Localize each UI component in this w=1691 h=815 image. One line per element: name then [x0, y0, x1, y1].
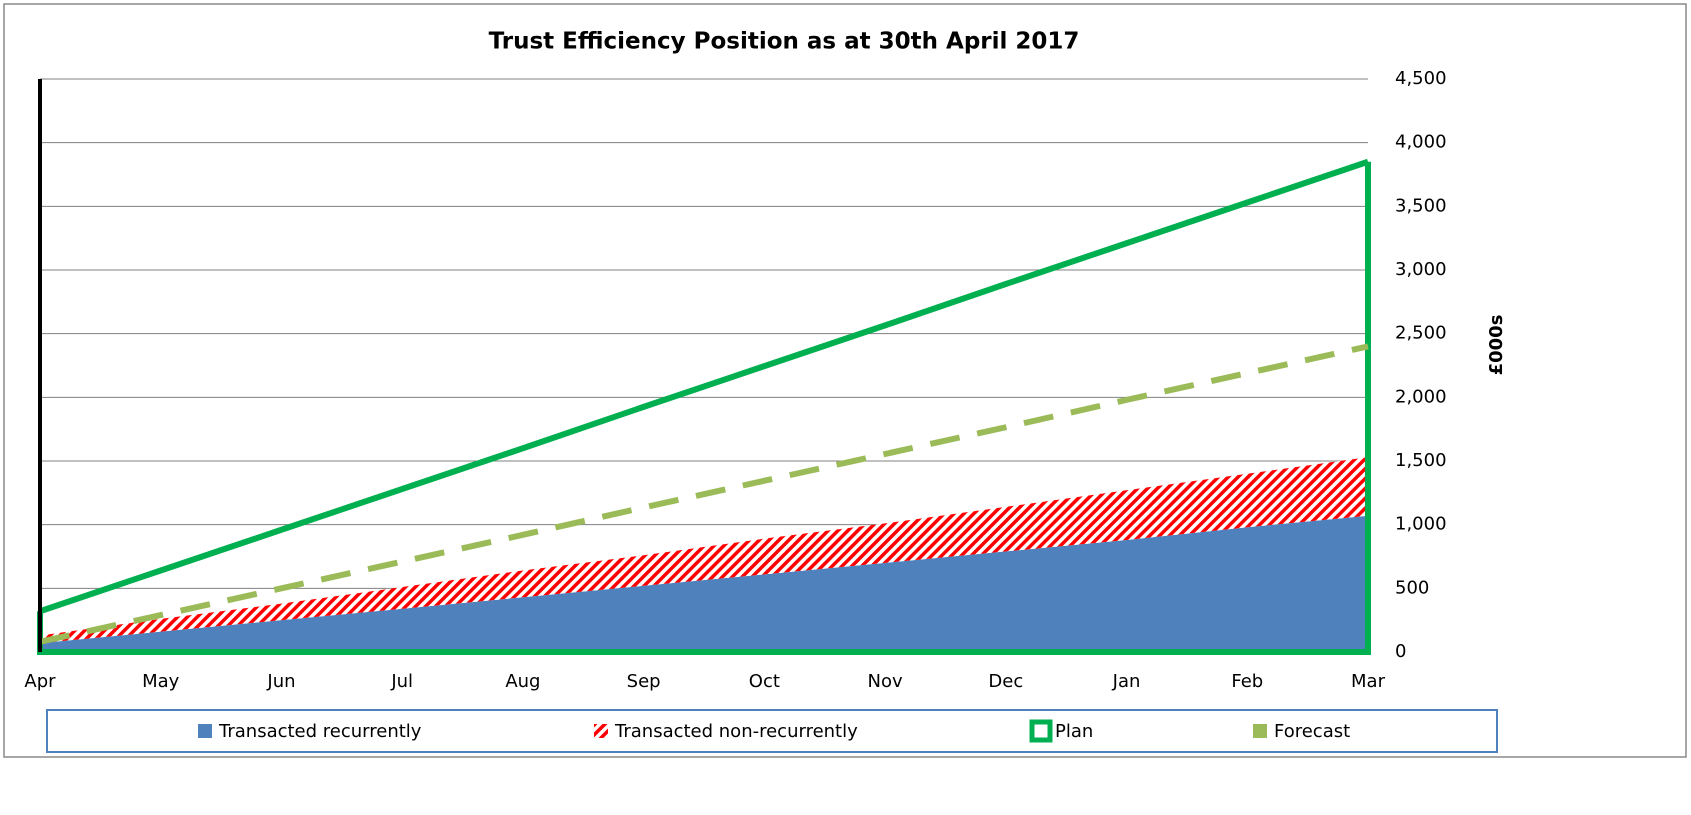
x-tick-label: Jun	[266, 671, 295, 692]
y-tick-label: 500	[1395, 577, 1429, 598]
y-tick-label: 3,500	[1395, 195, 1447, 216]
y-tick-label: 4,000	[1395, 132, 1447, 153]
legend-swatch	[1029, 719, 1053, 743]
x-tick-label: Dec	[988, 671, 1023, 692]
x-tick-label: Sep	[627, 671, 661, 692]
y-tick-label: 3,000	[1395, 259, 1447, 280]
y-tick-label: 4,500	[1395, 68, 1447, 89]
x-tick-label: Nov	[868, 671, 903, 692]
legend-label: Transacted recurrently	[218, 721, 422, 742]
legend-label: Forecast	[1274, 721, 1350, 742]
x-tick-label: Feb	[1231, 671, 1263, 692]
y-tick-label: 2,500	[1395, 323, 1447, 344]
legend-label: Plan	[1055, 721, 1093, 742]
chart-title: Trust Efficiency Position as at 30th Apr…	[489, 29, 1080, 55]
x-tick-label: Jan	[1112, 671, 1141, 692]
y-tick-label: 1,000	[1395, 514, 1447, 535]
legend-swatch	[198, 724, 212, 738]
area	[40, 515, 1368, 652]
x-tick-label: Jul	[390, 671, 413, 692]
x-tick-label: Mar	[1351, 671, 1386, 692]
y-tick-label: 1,500	[1395, 450, 1447, 471]
y-tick-label: 2,000	[1395, 386, 1447, 407]
y-axis-title: £000s	[1486, 315, 1507, 376]
legend-swatch	[594, 724, 608, 738]
x-tick-label: Apr	[24, 671, 56, 692]
y-tick-label: 0	[1395, 641, 1406, 662]
legend-swatch	[1253, 724, 1267, 738]
line	[39, 343, 1369, 645]
x-tick-label: Oct	[749, 671, 780, 692]
x-tick-label: Aug	[505, 671, 540, 692]
line	[39, 158, 1369, 615]
x-tick-label: May	[142, 671, 180, 692]
legend-label: Transacted non-recurrently	[614, 721, 858, 742]
area	[40, 457, 1368, 644]
